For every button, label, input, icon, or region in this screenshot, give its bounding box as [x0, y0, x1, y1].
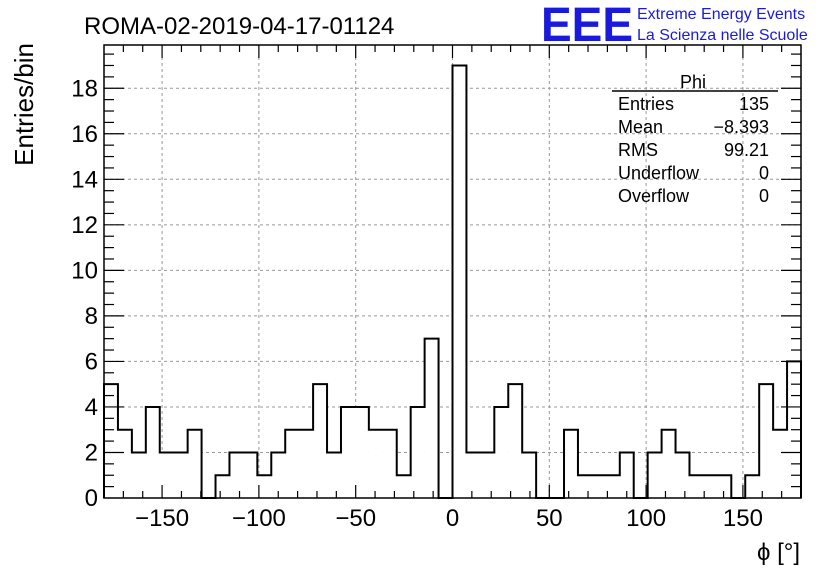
histogram-bin-fill: [522, 452, 536, 498]
histogram-bin-fill: [703, 475, 717, 498]
histogram-bin-fill: [425, 339, 439, 498]
histogram-bin-fill: [285, 430, 299, 498]
y-tick-label: 16: [71, 121, 98, 148]
stats-row-value: 135: [739, 94, 769, 114]
histogram-bin-fill: [717, 475, 731, 498]
eee-logo-text: EEE: [541, 0, 633, 52]
x-tick-label: 50: [536, 505, 563, 532]
histogram-bin-fill: [592, 475, 606, 498]
histogram-bin-fill: [299, 430, 313, 498]
y-tick-label: 14: [71, 166, 98, 193]
stats-row-value: 99.21: [724, 140, 769, 160]
histogram-bin-fill: [508, 384, 522, 498]
histogram-bin-fill: [676, 452, 690, 498]
histogram-bin-fill: [689, 475, 703, 498]
stats-row-label: RMS: [618, 140, 658, 160]
histogram-bin-fill: [578, 475, 592, 498]
x-tick-label: 0: [446, 505, 459, 532]
histogram-bin-fill: [662, 430, 676, 498]
histogram-bin-fill: [188, 430, 202, 498]
histogram-bin-fill: [759, 384, 773, 498]
x-tick-label: 150: [723, 505, 763, 532]
histogram-bin-fill: [118, 430, 132, 498]
histogram-bin-fill: [132, 452, 146, 498]
y-tick-label: 8: [85, 303, 98, 330]
stats-row-value: −8.393: [713, 117, 769, 137]
histogram-bin-fill: [369, 430, 383, 498]
histogram-bin-fill: [648, 452, 662, 498]
histogram-bin-fill: [216, 475, 230, 498]
histogram-bin-fill: [494, 407, 508, 498]
histogram-bin-fill: [466, 452, 480, 498]
histogram-bin-fill: [411, 407, 425, 498]
x-axis-label: ϕ [°]: [757, 539, 800, 566]
y-tick-label: 12: [71, 212, 98, 239]
logo-line-1: Extreme Energy Events: [637, 6, 805, 23]
histogram-bin-fill: [480, 452, 494, 498]
stats-row-label: Entries: [618, 94, 674, 114]
histogram-bin-fill: [397, 475, 411, 498]
y-tick-label: 0: [85, 485, 98, 512]
histogram-bin-fill: [146, 407, 160, 498]
histogram-bin-fill: [243, 452, 257, 498]
stats-row-value: 0: [759, 163, 769, 183]
histogram-bin-fill: [773, 430, 787, 498]
histogram-bin-fill: [383, 430, 397, 498]
histogram-bin-fill: [564, 430, 578, 498]
stats-row-value: 0: [759, 186, 769, 206]
y-tick-label: 18: [71, 75, 98, 102]
y-axis-label: Entries/bin: [9, 43, 39, 166]
stats-name: Phi: [680, 72, 706, 92]
histogram-bin-fill: [229, 452, 243, 498]
x-tick-label: 100: [626, 505, 666, 532]
stats-row-label: Underflow: [618, 163, 700, 183]
y-tick-label: 2: [85, 439, 98, 466]
x-tick-label: −100: [232, 505, 286, 532]
x-tick-label: −50: [335, 505, 376, 532]
histogram-bin-fill: [355, 407, 369, 498]
histogram-bin-fill: [327, 452, 341, 498]
histogram-bin-fill: [341, 407, 355, 498]
stats-row-label: Overflow: [618, 186, 690, 206]
y-tick-label: 10: [71, 257, 98, 284]
y-tick-label: 6: [85, 348, 98, 375]
stats-row-label: Mean: [618, 117, 663, 137]
logo-line-2: La Scienza nelle Scuole: [637, 27, 808, 44]
chart-title: ROMA-02-2019-04-17-01124: [84, 13, 394, 40]
histogram-bin-fill: [313, 384, 327, 498]
histogram-bin-fill: [453, 65, 467, 498]
x-tick-label: −150: [135, 505, 189, 532]
histogram-bin-fill: [745, 475, 759, 498]
y-tick-label: 4: [85, 394, 98, 421]
histogram-bin-fill: [174, 452, 188, 498]
